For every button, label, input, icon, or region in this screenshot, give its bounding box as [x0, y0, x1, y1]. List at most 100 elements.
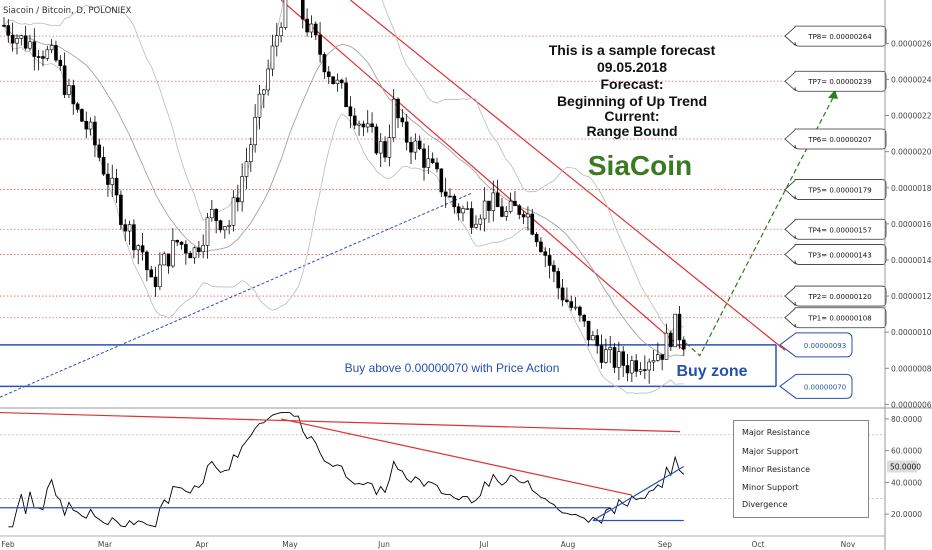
- candle-body: [166, 253, 171, 267]
- rsi-tick-label: 60.0000: [891, 447, 922, 456]
- time-label: Feb: [1, 540, 15, 549]
- candle-body: [244, 161, 249, 177]
- price-tick-label: 0.00000240: [891, 75, 932, 84]
- legend-major-resistance: Major Resistance: [742, 428, 810, 437]
- candle-body: [171, 240, 175, 267]
- legend-divergence: Divergence: [742, 500, 788, 509]
- resistance-trendline-2: [350, 0, 786, 351]
- forecast-arrowhead: [828, 89, 838, 99]
- zone-upper-box: [779, 332, 853, 358]
- legend-minor-support: Minor Support: [742, 483, 799, 492]
- candle-body: [36, 56, 41, 58]
- zone-upper-box-text: 0.00000093: [804, 342, 846, 350]
- tp-label-boxes: TP8= 0.00000264 TP7= 0.00000239 TP6= 0.000…: [784, 25, 887, 329]
- candle-body: [569, 301, 574, 308]
- annotation-line-4: Beginning of Up Trend: [557, 93, 707, 109]
- candle-body: [15, 38, 19, 44]
- candle-body: [491, 192, 496, 211]
- candle-body: [6, 25, 11, 36]
- candle-body: [309, 23, 314, 33]
- price-tick-label: 0.00000200: [891, 148, 932, 157]
- candle-body: [223, 226, 227, 231]
- zone-lower-box-text: 0.00000070: [804, 383, 846, 391]
- support-trendline: [0, 192, 472, 398]
- candle-body: [482, 200, 487, 220]
- candle-body: [184, 244, 188, 254]
- candlestick-series: [2, 0, 686, 384]
- tp-label-text: TP4= 0.00000157: [807, 226, 871, 234]
- candle-body: [669, 332, 673, 348]
- candle-body: [227, 225, 231, 227]
- tp-label-text: TP5= 0.00000179: [807, 187, 871, 195]
- price-tick-label: 0.00000220: [891, 112, 932, 121]
- candle-body: [578, 306, 582, 316]
- candle-body: [443, 191, 448, 197]
- candle-body: [387, 137, 392, 158]
- candle-body: [127, 224, 132, 232]
- candle-body: [305, 18, 309, 33]
- candle-body: [565, 299, 569, 302]
- candle-body: [469, 208, 474, 228]
- candle-body: [634, 360, 638, 372]
- candle-body: [97, 144, 102, 158]
- rsi-tick-label: 80.0000: [891, 415, 922, 424]
- candle-body: [647, 361, 651, 371]
- candle-body: [543, 251, 548, 256]
- candle-body: [197, 247, 201, 253]
- band-lower: [3, 25, 684, 394]
- tp-level-lines: [0, 35, 785, 319]
- candle-body: [23, 35, 28, 49]
- candle-body: [591, 335, 595, 341]
- rsi-line: [8, 412, 685, 528]
- candle-body: [331, 76, 335, 85]
- candle-body: [487, 200, 491, 211]
- rsi-divergence-line: [280, 418, 632, 496]
- candle-body: [67, 85, 71, 95]
- candle-body: [45, 49, 50, 59]
- time-label: Mar: [98, 540, 113, 549]
- price-tick-label: 0.00000160: [891, 220, 932, 229]
- candle-body: [261, 89, 266, 95]
- candle-body: [539, 241, 543, 253]
- candle-body: [478, 218, 483, 225]
- candle-body: [370, 123, 374, 128]
- candle-body: [10, 35, 15, 44]
- time-axis: Feb Mar Apr May Jun Jul Aug Sep Oct Nov: [0, 535, 885, 549]
- candle-body: [101, 157, 106, 175]
- candle-body: [214, 209, 218, 221]
- candle-body: [318, 34, 322, 55]
- rsi-tick-label: 20.0000: [891, 510, 922, 519]
- candle-body: [41, 56, 45, 59]
- buy-zone-label: Buy zone: [676, 363, 747, 380]
- candle-body: [80, 109, 84, 122]
- candle-body: [28, 41, 32, 49]
- candle-body: [517, 205, 522, 215]
- tp-label-text: TP8= 0.00000264: [807, 33, 872, 41]
- time-label: May: [282, 540, 298, 549]
- candle-body: [339, 79, 344, 84]
- candle-body: [608, 347, 613, 350]
- candle-body: [400, 117, 405, 123]
- candle-body: [660, 354, 664, 360]
- candle-body: [612, 347, 617, 368]
- candle-body: [32, 41, 37, 57]
- annotation-line-6: Range Bound: [587, 123, 678, 139]
- candle-body: [236, 197, 240, 203]
- candle-body: [75, 103, 80, 110]
- price-tick-label: 0.00000060: [891, 400, 932, 409]
- time-label: Sep: [658, 540, 672, 549]
- candle-body: [508, 200, 513, 212]
- candle-body: [582, 314, 587, 322]
- candle-body: [153, 276, 158, 288]
- time-label: Jul: [478, 540, 488, 549]
- time-label: Aug: [561, 540, 576, 549]
- candle-body: [71, 85, 76, 105]
- candle-body: [452, 195, 457, 208]
- candle-body: [404, 121, 409, 143]
- candle-body: [413, 140, 418, 153]
- candle-body: [500, 206, 504, 217]
- time-label: Apr: [196, 540, 210, 549]
- candle-body: [175, 240, 179, 243]
- candle-body: [218, 220, 223, 231]
